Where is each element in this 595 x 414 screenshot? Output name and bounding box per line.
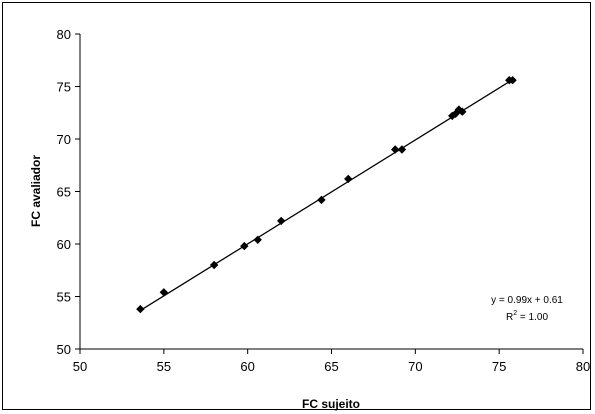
y-tick-label: 70 xyxy=(57,132,71,147)
data-point xyxy=(317,195,326,205)
r-squared-suffix: = 1.00 xyxy=(517,312,548,323)
data-point xyxy=(344,174,353,184)
x-axis-title: FC sujeito xyxy=(302,397,360,411)
trendline-equation: y = 0.99x + 0.61 xyxy=(491,295,563,306)
data-point xyxy=(209,260,219,270)
data-point xyxy=(397,145,407,154)
y-tick-label: 75 xyxy=(57,80,71,95)
x-tick-label: 80 xyxy=(576,359,590,374)
x-tick-label: 75 xyxy=(492,359,506,374)
y-tick-label: 55 xyxy=(57,290,71,305)
data-point xyxy=(451,109,460,118)
data-point xyxy=(277,216,286,226)
data-point xyxy=(253,235,262,244)
data-point xyxy=(508,76,517,85)
data-point xyxy=(458,107,467,116)
data-point xyxy=(136,304,145,314)
x-tick-label: 60 xyxy=(240,359,254,374)
x-tick-label: 65 xyxy=(324,359,338,374)
data-points xyxy=(136,76,517,314)
data-point xyxy=(240,241,249,251)
y-tick-label: 60 xyxy=(57,237,71,252)
chart-frame xyxy=(2,2,591,410)
data-point xyxy=(454,105,464,114)
y-tick-label: 50 xyxy=(57,342,71,357)
r-squared-superscript: 2 xyxy=(513,310,517,317)
y-tick-label: 80 xyxy=(57,27,71,42)
y-axis-title: FC avaliador xyxy=(29,155,43,227)
y-tick-label: 65 xyxy=(57,185,71,200)
r-squared-prefix: R xyxy=(506,312,513,323)
ticks: 50 55 60 65 70 75 80 50 55 60 65 70 75 80 xyxy=(57,27,591,374)
r-squared-label: R2 = 1.00 xyxy=(506,310,548,323)
data-point xyxy=(159,288,169,297)
x-tick-label: 70 xyxy=(408,359,422,374)
x-tick-label: 55 xyxy=(157,359,171,374)
data-point xyxy=(448,111,457,121)
data-point xyxy=(391,145,400,154)
x-tick-label: 50 xyxy=(73,359,87,374)
